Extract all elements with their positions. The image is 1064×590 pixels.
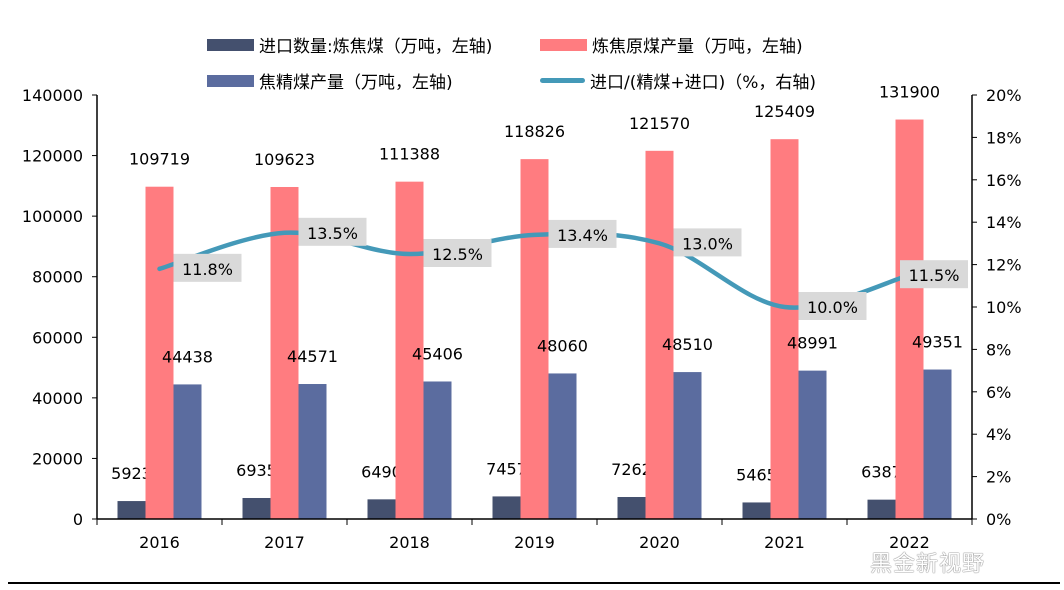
data-label-0-2017: 6935 — [236, 461, 277, 480]
bar-2-2018 — [423, 381, 452, 519]
data-label-0-2022: 6387 — [861, 463, 902, 482]
legend-raw-coal: 炼焦原煤产量（万吨，左轴) — [540, 32, 803, 57]
right-tick-label-1: 2% — [986, 468, 1011, 487]
bar-0-2019 — [492, 496, 521, 519]
bar-2-2017 — [298, 384, 327, 519]
data-label-1-2016: 109719 — [129, 150, 190, 169]
watermark: 黑金新视野 — [870, 552, 986, 577]
ratio-line — [157, 230, 912, 310]
data-label-0-2016: 5923 — [111, 464, 152, 483]
data-label-2-2019: 48060 — [537, 336, 588, 355]
right-tick-label-2: 4% — [986, 425, 1011, 444]
left-tick-label-80000: 80000 — [32, 268, 83, 287]
x-tick-label-2017: 2017 — [264, 533, 305, 552]
left-tick-label-20000: 20000 — [32, 449, 83, 468]
ratio-label-2016: 11.8% — [182, 260, 233, 279]
right-tick-label-3: 6% — [986, 383, 1011, 402]
ratio-label-bg-2016 — [173, 253, 242, 282]
legend-swatch-clean-coal — [207, 74, 254, 87]
left-tick-label-0: 0 — [73, 510, 83, 529]
ratio-label-bg-2019 — [548, 219, 617, 248]
data-label-1-2018: 111388 — [379, 145, 440, 164]
ratio-label-2018: 12.5% — [432, 245, 483, 264]
legend-label-raw-coal: 炼焦原煤产量（万吨，左轴) — [592, 37, 803, 57]
x-tick-label-2020: 2020 — [639, 533, 680, 552]
ratio-label-bg-2021 — [798, 292, 867, 320]
left-tick-label-40000: 40000 — [32, 389, 83, 408]
data-label-2-2016: 44438 — [162, 347, 213, 366]
x-tick-label-2021: 2021 — [764, 533, 805, 552]
right-tick-label-6: 12% — [986, 256, 1022, 275]
bar-1-2019 — [520, 159, 549, 520]
bar-2-2020 — [673, 372, 702, 519]
data-label-0-2020: 7262 — [611, 460, 652, 479]
data-label-2-2022: 49351 — [912, 333, 963, 352]
legend-swatch-import — [207, 38, 254, 51]
ratio-label-bg-2017 — [298, 217, 367, 246]
legend-swatch-ratio — [540, 78, 585, 83]
data-label-0-2021: 5465 — [736, 465, 777, 484]
right-tick-label-7: 14% — [986, 213, 1022, 232]
ratio-label-2021: 10.0% — [807, 298, 858, 317]
data-label-1-2021: 125409 — [754, 102, 815, 121]
bar-2-2019 — [548, 373, 577, 519]
x-tick-label-2019: 2019 — [514, 533, 555, 552]
legend-label-import: 进口数量:炼焦煤（万吨，左轴) — [259, 37, 493, 57]
bar-0-2018 — [367, 499, 396, 519]
bar-0-2021 — [742, 502, 771, 519]
right-tick-label-8: 16% — [986, 171, 1022, 190]
legend-label-clean-coal: 焦精煤产量（万吨，左轴) — [259, 73, 453, 93]
data-label-1-2020: 121570 — [629, 114, 690, 133]
right-tick-label-0: 0% — [986, 510, 1011, 529]
bar-0-2016 — [117, 501, 146, 519]
x-tick-label-2018: 2018 — [389, 533, 430, 552]
right-tick-label-9: 18% — [986, 128, 1022, 147]
bar-0-2017 — [242, 497, 271, 519]
right-tick-label-4: 8% — [986, 340, 1011, 359]
bar-2-2022 — [923, 369, 952, 519]
bar-2-2016 — [173, 384, 202, 519]
x-tick-label-2016: 2016 — [139, 533, 180, 552]
legend-clean-coal: 焦精煤产量（万吨，左轴) — [207, 68, 453, 93]
ratio-label-2020: 13.0% — [682, 234, 733, 253]
data-label-1-2019: 118826 — [504, 122, 565, 141]
data-label-1-2022: 131900 — [879, 83, 940, 102]
bar-1-2018 — [395, 181, 424, 519]
left-tick-label-100000: 100000 — [22, 207, 83, 226]
bar-0-2022 — [867, 499, 896, 519]
data-label-1-2017: 109623 — [254, 150, 315, 169]
bottom-rule — [8, 582, 1060, 584]
bar-1-2021 — [770, 139, 799, 519]
bar-2-2021 — [798, 370, 827, 519]
left-tick-label-140000: 140000 — [22, 86, 83, 105]
ratio-label-bg-2022 — [900, 260, 968, 289]
data-label-2-2017: 44571 — [287, 347, 338, 366]
data-label-2-2018: 45406 — [412, 344, 463, 363]
data-label-2-2021: 48991 — [787, 334, 838, 353]
left-tick-label-120000: 120000 — [22, 147, 83, 166]
x-tick-label-2022: 2022 — [889, 533, 930, 552]
ratio-label-bg-2018 — [423, 239, 492, 267]
ratio-label-bg-2020 — [673, 228, 742, 257]
ratio-label-2017: 13.5% — [307, 224, 358, 243]
left-tick-label-60000: 60000 — [32, 328, 83, 347]
bar-0-2020 — [617, 497, 646, 519]
legend-swatch-raw-coal — [540, 38, 587, 51]
right-tick-label-10: 20% — [986, 86, 1022, 105]
bar-1-2020 — [645, 150, 674, 519]
data-label-2-2020: 48510 — [662, 335, 713, 354]
data-label-0-2019: 7457 — [486, 459, 527, 478]
data-label-0-2018: 6490 — [361, 462, 402, 481]
ratio-label-2022: 11.5% — [909, 266, 960, 285]
bar-1-2017 — [270, 186, 299, 520]
bar-1-2016 — [145, 186, 174, 519]
legend-ratio: 进口/(精煤+进口)（%，右轴) — [540, 68, 816, 93]
legend-import: 进口数量:炼焦煤（万吨，左轴) — [207, 32, 492, 57]
legend-label-ratio: 进口/(精煤+进口)（%，右轴) — [590, 73, 817, 93]
ratio-label-2019: 13.4% — [557, 226, 608, 245]
right-tick-label-5: 10% — [986, 298, 1022, 317]
bar-1-2022 — [895, 119, 924, 519]
